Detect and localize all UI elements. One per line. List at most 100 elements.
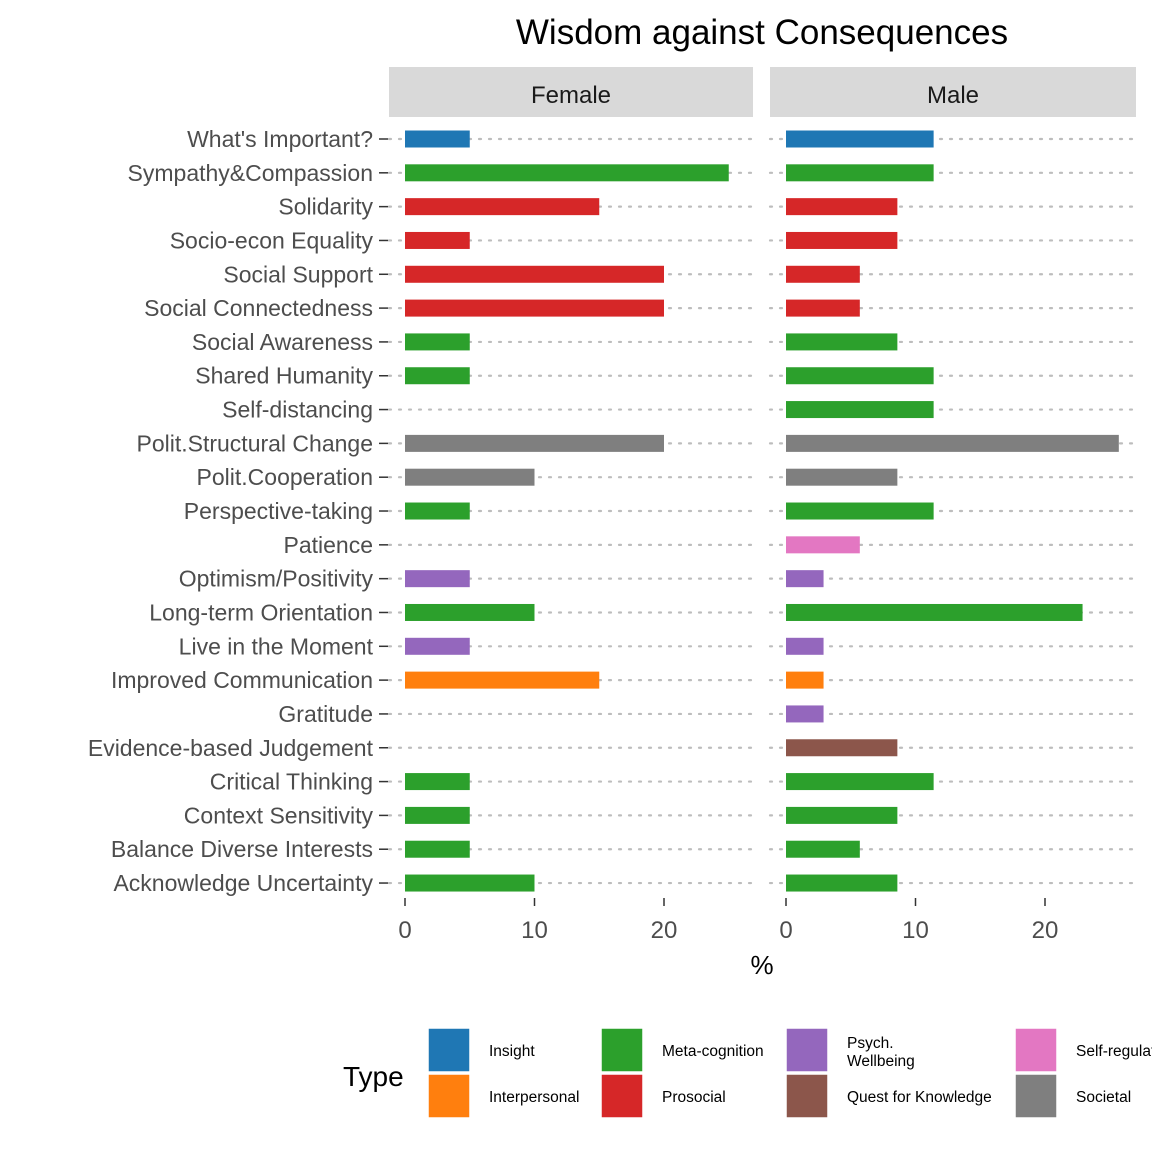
bar (786, 434, 1119, 452)
category-label: Polit.Structural Change (136, 430, 373, 456)
legend-key (1014, 1027, 1058, 1073)
category-label: Solidarity (278, 194, 373, 220)
category-label: Critical Thinking (210, 769, 373, 795)
bar (405, 570, 470, 588)
facet-strip-label: Male (927, 82, 979, 109)
bar (405, 198, 600, 216)
category-label: Social Connectedness (144, 295, 373, 321)
legend-label: Meta-cognition (662, 1043, 764, 1060)
legend-label: Psych. Wellbeing (847, 1035, 915, 1070)
category-label: Context Sensitivity (184, 802, 374, 828)
category-label: Perspective-taking (184, 498, 373, 524)
category-label: Evidence-based Judgement (88, 735, 374, 761)
bar (405, 434, 664, 452)
category-label: Improved Communication (111, 667, 373, 693)
bar (786, 299, 860, 317)
bar (405, 265, 664, 283)
category-label: Polit.Cooperation (197, 464, 373, 490)
bar (405, 164, 729, 182)
category-label: Social Awareness (192, 329, 373, 355)
bar (405, 806, 470, 824)
facet-panels: Female 0 10 20 Male 0 10 20 (387, 67, 1138, 944)
bar (786, 603, 1083, 621)
category-label: Live in the Moment (179, 633, 374, 659)
bar (786, 367, 934, 385)
x-tick-label: 0 (779, 917, 792, 944)
bar (786, 806, 898, 824)
bar (786, 468, 898, 486)
bar (786, 637, 824, 655)
bar (786, 705, 824, 723)
bar (786, 840, 860, 858)
chart-title: Wisdom against Consequences (516, 13, 1008, 52)
legend-label: Interpersonal (489, 1089, 579, 1106)
category-axis: What's Important? Sympathy&Compassion Soli… (88, 126, 388, 896)
bar (786, 502, 934, 520)
legend: Type Insight Interpersonal Meta-cognition P… (343, 1027, 1152, 1119)
bar (405, 603, 535, 621)
bar (786, 570, 824, 588)
category-label: Optimism/Positivity (179, 566, 374, 592)
bar (405, 367, 470, 385)
category-label: Acknowledge Uncertainty (113, 870, 373, 896)
bar (786, 130, 934, 148)
category-label: Sympathy&Compassion (128, 160, 373, 186)
facet-panel: Male 0 10 20 (768, 67, 1138, 944)
category-label: Gratitude (278, 701, 373, 727)
x-tick-label: 10 (521, 917, 548, 944)
bar (405, 671, 600, 689)
bar (786, 333, 898, 351)
x-tick-label: 20 (651, 917, 678, 944)
bar (786, 265, 860, 283)
facet-panel: Female 0 10 20 (387, 67, 755, 944)
legend-key (427, 1073, 471, 1119)
legend-key (600, 1027, 644, 1073)
category-label: Balance Diverse Interests (111, 836, 373, 862)
bar (786, 671, 824, 689)
legend-key (785, 1027, 829, 1073)
category-label: Self-distancing (222, 397, 373, 423)
x-tick-label: 10 (902, 917, 929, 944)
legend-label: Quest for Knowledge (847, 1089, 992, 1106)
bar (405, 874, 535, 892)
category-label: Long-term Orientation (149, 599, 373, 625)
bar (405, 840, 470, 858)
bar (786, 773, 934, 791)
facet-strip-label: Female (531, 82, 611, 109)
facet-strip (389, 67, 753, 117)
bar (786, 874, 898, 892)
legend-key (1014, 1073, 1058, 1119)
x-tick-label: 0 (398, 917, 411, 944)
bar (786, 231, 898, 249)
category-label: Patience (283, 532, 373, 558)
category-label: What's Important? (187, 126, 373, 152)
x-tick-label: 20 (1032, 917, 1059, 944)
legend-key (427, 1027, 471, 1073)
category-label: Social Support (223, 261, 373, 287)
bar (405, 333, 470, 351)
bar (786, 198, 898, 216)
x-axis-title: % (750, 950, 773, 980)
legend-label: Insight (489, 1043, 535, 1060)
legend-label: Societal (1076, 1089, 1131, 1106)
legend-label: Self-regulation (1076, 1043, 1152, 1060)
category-label: Shared Humanity (195, 363, 373, 389)
bar (786, 739, 898, 757)
bar (405, 231, 470, 249)
bar (405, 637, 470, 655)
facet-strip (770, 67, 1136, 117)
bar (405, 468, 535, 486)
legend-key (600, 1073, 644, 1119)
bar (405, 773, 470, 791)
bar (786, 164, 934, 182)
bar (786, 401, 934, 419)
bar (405, 130, 470, 148)
legend-title: Type (343, 1061, 404, 1092)
bar (405, 502, 470, 520)
bar (786, 536, 860, 554)
category-label: Socio-econ Equality (170, 227, 374, 253)
legend-key (785, 1073, 829, 1119)
legend-label: Prosocial (662, 1089, 726, 1106)
bar (405, 299, 664, 317)
